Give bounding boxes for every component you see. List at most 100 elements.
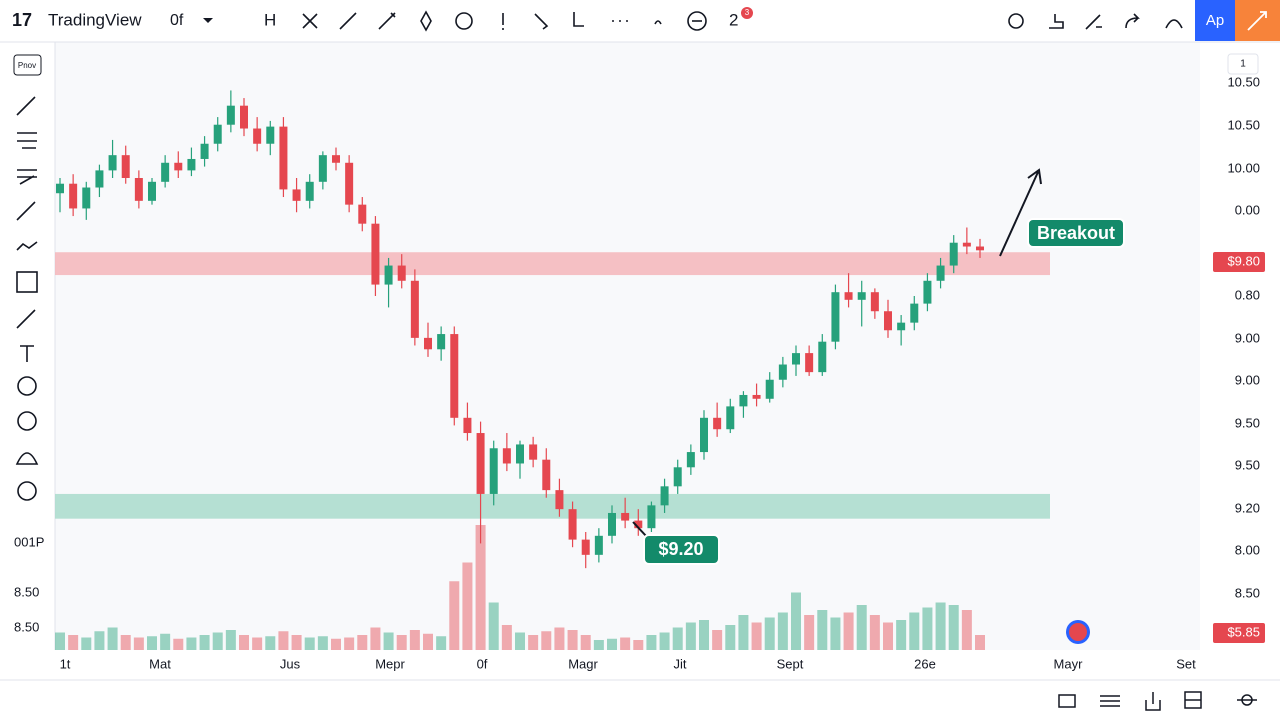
left-icons[interactable] [15, 96, 39, 501]
candle-body [226, 105, 235, 125]
bottom-icons[interactable] [1058, 691, 1257, 711]
candle-body [529, 444, 538, 460]
candle-body [936, 265, 945, 281]
volume-bar [909, 612, 920, 650]
candle-body [108, 155, 117, 171]
volume-bar [291, 635, 302, 650]
brand[interactable]: TradingView [48, 10, 142, 29]
price-zone [55, 252, 1050, 276]
chart-area [55, 42, 1200, 650]
volume-bar [462, 562, 473, 650]
axis-button[interactable] [1227, 53, 1259, 75]
candle-body [476, 433, 485, 494]
candle-body [410, 280, 419, 338]
price-label: 9.00 [1235, 372, 1260, 387]
volume-bar [685, 622, 696, 650]
candle-body [345, 162, 354, 205]
interval[interactable]: H [264, 10, 276, 29]
volume-bar [252, 637, 263, 650]
candle-body [660, 486, 669, 506]
volume-bar [699, 620, 709, 650]
breakout-arrow [999, 168, 1042, 257]
volume-bar [173, 638, 184, 650]
candle-body [844, 292, 853, 300]
volume-bar [409, 630, 420, 650]
volume-bar [515, 632, 525, 650]
volume-bar [869, 615, 880, 650]
x-label: Mayr [1054, 656, 1084, 671]
symbol[interactable]: 0f [170, 12, 184, 29]
volume-bar [225, 630, 236, 650]
x-label: Magr [568, 656, 598, 671]
candle-body [69, 183, 78, 209]
volume-bar [620, 637, 631, 650]
volume-bar [896, 620, 907, 650]
replay-icon [1069, 623, 1087, 641]
price-label: 0.80 [1235, 287, 1260, 302]
left-label: 8.50 [14, 584, 39, 599]
candle-body [121, 155, 130, 178]
active-button[interactable] [1195, 0, 1235, 41]
price-label: 9.50 [1235, 415, 1260, 430]
candle-body [332, 155, 340, 163]
axis-button-label[interactable]: 1 [1240, 59, 1246, 70]
candle-body [489, 448, 498, 494]
price-label: $9.80 [1227, 253, 1260, 268]
volume-bar [554, 627, 565, 650]
candle-body [805, 353, 814, 373]
candle-body [463, 417, 472, 434]
candle-body [581, 539, 590, 555]
candle-body [213, 124, 222, 144]
volume-bar [817, 610, 828, 650]
volume-bar [659, 632, 670, 650]
volume-bar [791, 592, 801, 650]
volume-bar [186, 637, 197, 650]
candle-body [555, 490, 564, 510]
candle-body [923, 280, 932, 304]
candle-body [673, 467, 682, 487]
volume-bar [488, 602, 499, 650]
x-label: Set [1176, 656, 1196, 671]
volume-bar [935, 602, 946, 650]
candle-body [752, 394, 761, 399]
volume-bar [593, 640, 604, 650]
left-label[interactable]: Pnov [18, 61, 36, 70]
candle-body [621, 512, 630, 521]
volume-bar [357, 635, 368, 650]
price-label: 8.50 [1235, 585, 1260, 600]
volume-bar [883, 622, 893, 650]
left-button[interactable] [13, 54, 42, 76]
candle-body [634, 520, 643, 529]
volume-bar [160, 633, 171, 650]
candle-body [976, 246, 984, 251]
candle-body [134, 178, 143, 201]
volume-bar [370, 627, 381, 650]
x-label: Jus [280, 656, 301, 671]
candle-body [450, 334, 459, 418]
volume-bar [751, 622, 762, 650]
dropdown[interactable] [203, 18, 213, 23]
candle-body [161, 162, 170, 182]
candle-body [949, 242, 958, 266]
alerts-count[interactable]: 2 [729, 10, 738, 29]
annotation-box [1027, 218, 1125, 248]
candle-body [266, 126, 275, 144]
volume-bar [475, 525, 486, 650]
volume-bar [449, 581, 460, 650]
x-label: 0f [477, 656, 488, 671]
annotation-box [643, 534, 720, 565]
candle-body [424, 337, 432, 350]
candle-body [910, 303, 919, 323]
candle-body [647, 505, 656, 529]
candle-body [240, 105, 248, 129]
candle-body [962, 242, 971, 247]
candle-body [726, 406, 735, 430]
price-label: 10.50 [1227, 117, 1260, 132]
candle-body [897, 322, 906, 331]
volume-bar [777, 612, 788, 650]
toolbar-icons[interactable] [302, 10, 1183, 32]
volume-bar [725, 625, 736, 650]
candle-body [608, 512, 616, 536]
price-tag [1213, 623, 1265, 643]
